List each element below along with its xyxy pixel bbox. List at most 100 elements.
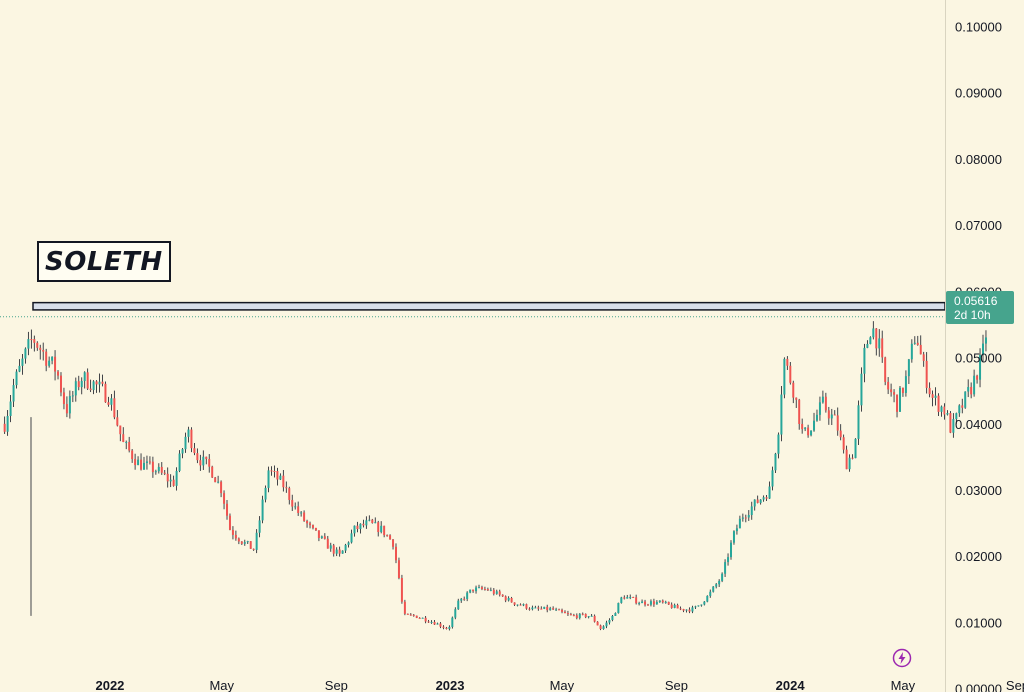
- candle-body: [901, 387, 904, 393]
- candle-body: [15, 371, 18, 386]
- candle-body: [122, 434, 125, 442]
- candle-body: [240, 541, 243, 544]
- candle-body: [602, 626, 605, 630]
- candle-body: [30, 339, 33, 341]
- candle-body: [68, 396, 71, 414]
- candle-body: [24, 348, 27, 359]
- y-axis[interactable]: 0.100000.090000.080000.070000.060000.050…: [955, 19, 1002, 692]
- candle-body: [291, 499, 294, 507]
- candle-body: [418, 617, 421, 619]
- candle-body: [540, 608, 543, 610]
- candle-body: [561, 609, 564, 612]
- candle-body: [599, 625, 602, 630]
- candle-body: [442, 626, 445, 628]
- candle-body: [445, 627, 448, 629]
- resistance-zone[interactable]: [32, 301, 946, 311]
- candle-body: [460, 598, 463, 601]
- candle-body: [789, 365, 792, 383]
- x-tick-label: Sep: [325, 678, 348, 692]
- lightning-icon[interactable]: [892, 648, 912, 668]
- candle-body: [320, 536, 323, 538]
- candle-body: [881, 338, 884, 358]
- candle-body: [694, 606, 697, 608]
- candle-body: [976, 375, 979, 380]
- candle-body: [807, 427, 810, 436]
- candle-body: [703, 601, 706, 605]
- candle-body: [486, 589, 489, 591]
- candle-body: [913, 342, 916, 344]
- candle-body: [472, 589, 475, 592]
- candle-body: [332, 545, 335, 554]
- candle-body: [261, 499, 264, 521]
- candle-body: [783, 358, 786, 395]
- candle-body: [217, 481, 220, 483]
- candle-body: [54, 356, 57, 372]
- candle-body: [635, 597, 638, 604]
- candle-body: [851, 457, 854, 459]
- candle-body: [798, 399, 801, 424]
- candle-body: [519, 604, 522, 606]
- candle-body: [282, 475, 285, 488]
- candle-body: [552, 608, 555, 610]
- candle-body: [151, 461, 154, 473]
- candle-body: [682, 609, 685, 611]
- candle-body: [815, 414, 818, 421]
- candle-body: [537, 607, 540, 609]
- candle-body: [961, 405, 964, 408]
- candle-body: [466, 592, 469, 599]
- candle-body: [658, 600, 661, 602]
- candle-body: [267, 470, 270, 488]
- candle-body: [463, 598, 466, 600]
- candle-body: [685, 609, 688, 611]
- candles-layer: [3, 321, 987, 631]
- candle-body: [910, 343, 913, 360]
- candle-body: [848, 457, 851, 470]
- candle-body: [169, 479, 172, 482]
- candle-body: [928, 387, 931, 395]
- candle-body: [365, 520, 368, 526]
- candle-body: [12, 385, 15, 402]
- candle-body: [934, 395, 937, 398]
- candle-body: [949, 413, 952, 433]
- chart-title: SOLETH: [37, 241, 171, 282]
- candle-body: [872, 328, 875, 338]
- candle-body: [226, 503, 229, 516]
- candle-body: [148, 461, 151, 463]
- candle-body: [777, 434, 780, 454]
- candle-body: [270, 470, 273, 472]
- candle-body: [3, 423, 6, 432]
- candle-body: [175, 470, 178, 486]
- candle-body: [134, 459, 137, 466]
- x-tick-label: May: [550, 678, 575, 692]
- candle-body: [706, 595, 709, 602]
- x-tick-label: 2024: [776, 678, 806, 692]
- candle-body: [549, 608, 552, 611]
- candle-body: [406, 613, 409, 615]
- candle-body: [137, 459, 140, 466]
- candle-body: [433, 621, 436, 625]
- candle-body: [95, 381, 98, 385]
- candle-body: [119, 425, 122, 435]
- x-axis[interactable]: 2022 May Sep 2023 May Sep 2024 May Sep: [95, 678, 1024, 692]
- candle-body: [199, 460, 202, 466]
- candle-body: [255, 532, 258, 550]
- candle-body: [614, 613, 617, 616]
- candle-body: [48, 360, 51, 366]
- candle-body: [104, 383, 107, 403]
- candle-body: [670, 604, 673, 608]
- y-tick-label: 0.08000: [955, 152, 1002, 167]
- candle-body: [827, 410, 830, 419]
- candle-body: [581, 613, 584, 615]
- candle-body: [866, 344, 869, 348]
- candle-body: [904, 376, 907, 393]
- candle-body: [896, 394, 899, 412]
- candle-body: [228, 515, 231, 530]
- candle-body: [875, 328, 878, 349]
- candle-body: [57, 371, 60, 376]
- candle-body: [353, 525, 356, 534]
- candle-body: [65, 404, 68, 414]
- candle-body: [18, 365, 21, 372]
- candle-body: [590, 615, 593, 617]
- candle-body: [943, 406, 946, 415]
